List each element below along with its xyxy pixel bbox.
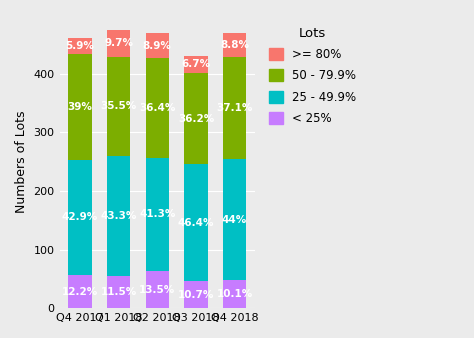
Bar — [184, 164, 208, 281]
Bar — [184, 281, 208, 308]
Bar — [223, 159, 246, 280]
Bar — [107, 276, 130, 308]
Text: 37.1%: 37.1% — [217, 103, 253, 113]
Text: 36.2%: 36.2% — [178, 114, 214, 124]
Text: 12.2%: 12.2% — [62, 287, 98, 297]
Bar — [146, 158, 169, 271]
Bar — [184, 56, 208, 73]
Bar — [223, 32, 246, 57]
Text: 35.5%: 35.5% — [100, 101, 137, 111]
Text: 8.9%: 8.9% — [143, 41, 172, 51]
Text: 6.7%: 6.7% — [182, 59, 210, 70]
Legend: >= 80%, 50 - 79.9%, 25 - 49.9%, < 25%: >= 80%, 50 - 79.9%, 25 - 49.9%, < 25% — [263, 21, 363, 131]
Bar — [146, 271, 169, 308]
Y-axis label: Numbers of Lots: Numbers of Lots — [15, 110, 28, 213]
Text: 11.5%: 11.5% — [100, 287, 137, 297]
Text: 42.9%: 42.9% — [62, 212, 98, 222]
Text: 10.1%: 10.1% — [217, 289, 253, 299]
Text: 9.7%: 9.7% — [104, 38, 133, 48]
Text: 10.7%: 10.7% — [178, 290, 214, 300]
Text: 36.4%: 36.4% — [139, 103, 175, 113]
Text: 8.8%: 8.8% — [220, 40, 249, 50]
Bar — [223, 57, 246, 159]
Bar — [146, 33, 169, 58]
Bar — [107, 57, 130, 155]
Bar — [223, 280, 246, 308]
Bar — [146, 58, 169, 158]
Bar — [184, 73, 208, 164]
Text: 44%: 44% — [222, 215, 247, 225]
Bar — [68, 160, 91, 275]
Text: 41.3%: 41.3% — [139, 210, 175, 219]
Text: 13.5%: 13.5% — [139, 285, 175, 295]
Bar — [68, 39, 91, 54]
Text: 39%: 39% — [68, 102, 92, 112]
Bar — [68, 275, 91, 308]
Text: 5.9%: 5.9% — [65, 42, 94, 51]
Text: 43.3%: 43.3% — [100, 211, 137, 221]
Text: 46.4%: 46.4% — [178, 218, 214, 228]
Bar — [107, 155, 130, 276]
Bar — [68, 54, 91, 160]
Bar — [107, 30, 130, 57]
